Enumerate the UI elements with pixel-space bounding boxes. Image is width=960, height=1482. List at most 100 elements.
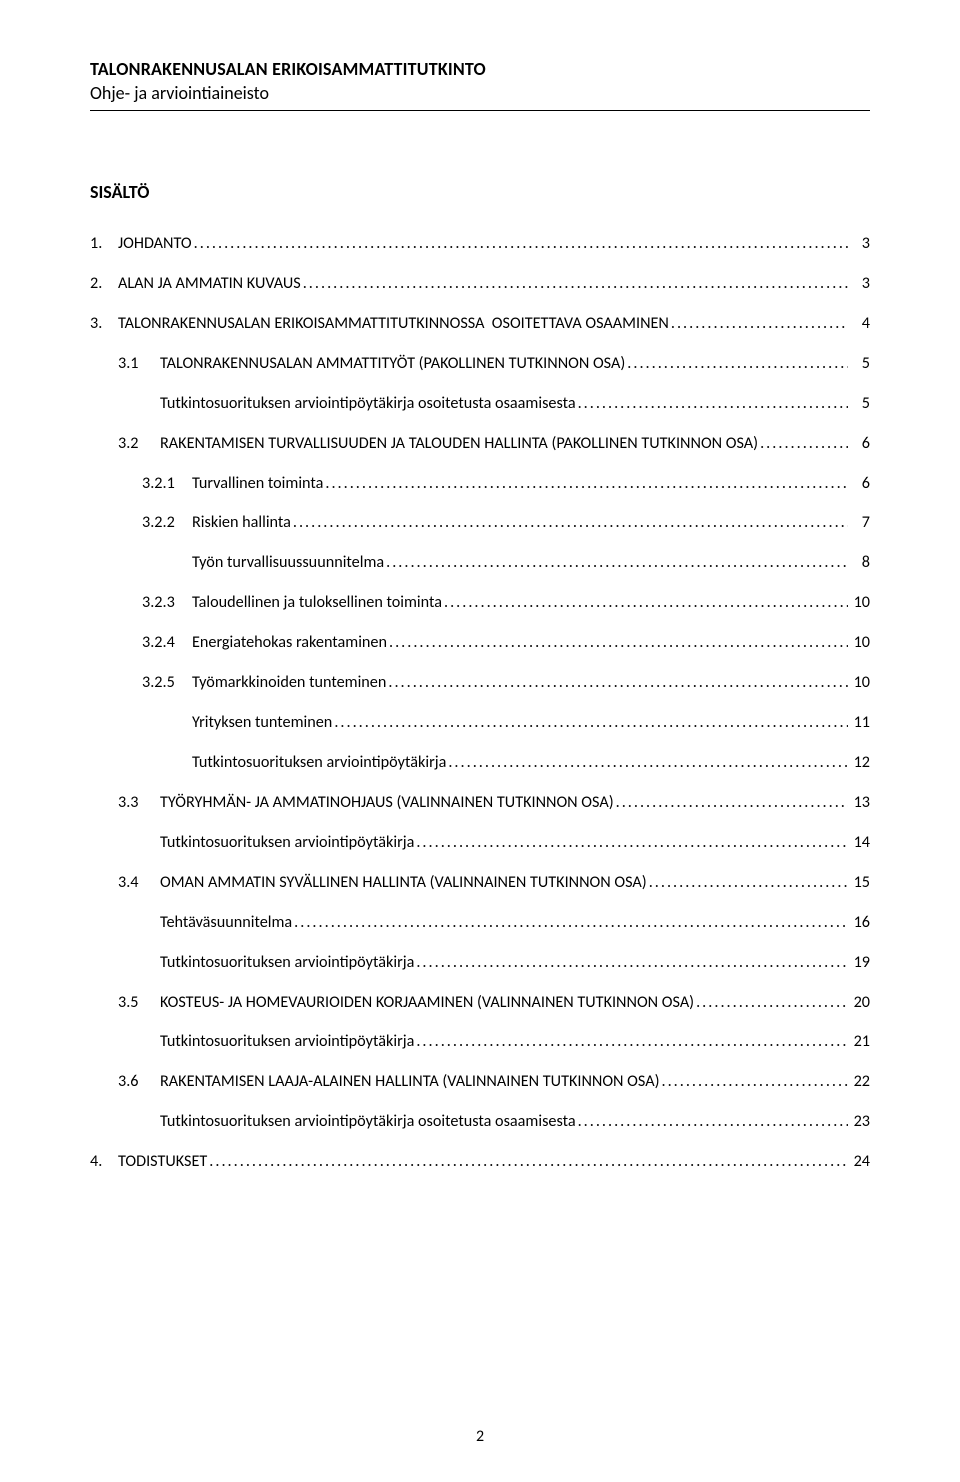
toc-entry-number: 3.2.4 xyxy=(142,630,192,656)
toc-entry-page: 24 xyxy=(850,1149,870,1175)
toc-entry-page: 13 xyxy=(850,790,870,816)
toc-entry: 3.TALONRAKENNUSALAN ERIKOISAMMATTITUTKIN… xyxy=(90,311,870,337)
toc-entry-label: TALONRAKENNUSALAN AMMATTITYÖT (PAKOLLINE… xyxy=(160,351,625,377)
toc-entry: Tutkintosuorituksen arviointipöytäkirja 2… xyxy=(90,1029,870,1055)
toc-entry-number: 3.3 xyxy=(118,790,160,816)
toc-leader xyxy=(416,950,848,976)
toc-entry-label: Tehtäväsuunnitelma xyxy=(160,910,292,936)
toc-entry-page: 10 xyxy=(850,630,870,656)
toc-entry-page: 14 xyxy=(850,830,870,856)
toc-leader xyxy=(303,271,848,297)
toc-entry: Työn turvallisuussuunnitelma8 xyxy=(90,550,870,576)
toc-entry-label: JOHDANTO xyxy=(118,231,192,257)
toc-leader xyxy=(671,311,848,337)
toc-leader xyxy=(448,750,848,776)
page-number: 2 xyxy=(0,1427,960,1446)
toc-entry: Tutkintosuorituksen arviointipöytäkirja 1… xyxy=(90,950,870,976)
toc-entry-number: 3.2.1 xyxy=(142,471,192,497)
toc-leader xyxy=(416,1029,848,1055)
toc-leader xyxy=(444,590,848,616)
toc-leader xyxy=(578,1109,848,1135)
toc-entry-page: 3 xyxy=(850,271,870,297)
toc-leader xyxy=(334,710,848,736)
toc-entry-page: 15 xyxy=(850,870,870,896)
toc-entry-label: Tutkintosuorituksen arviointipöytäkirja xyxy=(192,750,446,776)
toc-entry-page: 20 xyxy=(850,990,870,1016)
toc-entry-label: KOSTEUS- JA HOMEVAURIOIDEN KORJAAMINEN (… xyxy=(160,990,694,1016)
toc-entry: Tutkintosuorituksen arviointipöytäkirja … xyxy=(90,391,870,417)
toc-leader xyxy=(696,990,848,1016)
toc-entry-number: 3.4 xyxy=(118,870,160,896)
page-container: TALONRAKENNUSALAN ERIKOISAMMATTITUTKINTO… xyxy=(0,0,960,1482)
toc-entry-label: Tutkintosuorituksen arviointipöytäkirja xyxy=(160,830,414,856)
toc-entry-label: Tutkintosuorituksen arviointipöytäkirja … xyxy=(160,391,576,417)
toc-leader xyxy=(325,471,848,497)
header-rule xyxy=(90,110,870,111)
toc-entry-label: RAKENTAMISEN LAAJA-ALAINEN HALLINTA (VAL… xyxy=(160,1069,659,1095)
toc-leader xyxy=(578,391,848,417)
toc-leader xyxy=(616,790,848,816)
toc-entry-page: 11 xyxy=(850,710,870,736)
toc-entry-number: 3.2.5 xyxy=(142,670,192,696)
toc-list: 1.JOHDANTO32.ALAN JA AMMATIN KUVAUS33.TA… xyxy=(90,231,870,1175)
toc-entry-label: TODISTUKSET xyxy=(118,1149,207,1175)
toc-entry-page: 6 xyxy=(850,431,870,457)
toc-entry-number: 1. xyxy=(90,231,118,257)
toc-entry-label: OMAN AMMATIN SYVÄLLINEN HALLINTA (VALINN… xyxy=(160,870,647,896)
document-header: TALONRAKENNUSALAN ERIKOISAMMATTITUTKINTO… xyxy=(90,58,870,111)
toc-entry: 4.TODISTUKSET 24 xyxy=(90,1149,870,1175)
toc-entry: 2.ALAN JA AMMATIN KUVAUS3 xyxy=(90,271,870,297)
toc-entry-number: 4. xyxy=(90,1149,118,1175)
toc-entry-label: Turvallinen toiminta xyxy=(192,471,323,497)
toc-entry-label: Energiatehokas rakentaminen xyxy=(192,630,387,656)
toc-entry: 3.6RAKENTAMISEN LAAJA-ALAINEN HALLINTA (… xyxy=(90,1069,870,1095)
toc-entry-label: Tutkintosuorituksen arviointipöytäkirja xyxy=(160,950,414,976)
toc-entry-page: 3 xyxy=(850,231,870,257)
toc-entry-label: Taloudellinen ja tuloksellinen toiminta xyxy=(192,590,442,616)
toc-entry-number: 3.1 xyxy=(118,351,160,377)
toc-entry: Tutkintosuorituksen arviointipöytäkirja 1… xyxy=(90,750,870,776)
toc-entry: 3.2.2Riskien hallinta 7 xyxy=(90,510,870,536)
toc-entry-label: Työmarkkinoiden tunteminen xyxy=(192,670,386,696)
toc-entry-number: 2. xyxy=(90,271,118,297)
toc-entry: Tutkintosuorituksen arviointipöytäkirja … xyxy=(90,1109,870,1135)
toc-entry-page: 22 xyxy=(850,1069,870,1095)
toc-entry-label: Tutkintosuorituksen arviointipöytäkirja xyxy=(160,1029,414,1055)
toc-entry-page: 6 xyxy=(850,471,870,497)
toc-leader xyxy=(294,910,848,936)
toc-leader xyxy=(627,351,848,377)
toc-entry: 3.2.3Taloudellinen ja tuloksellinen toim… xyxy=(90,590,870,616)
toc-leader xyxy=(293,510,848,536)
toc-heading: SISÄLTÖ xyxy=(90,181,870,203)
header-subtitle: Ohje- ja arviointiaineisto xyxy=(90,82,870,104)
toc-leader xyxy=(386,550,848,576)
toc-entry-page: 8 xyxy=(850,550,870,576)
toc-leader xyxy=(760,431,848,457)
toc-entry: 3.2RAKENTAMISEN TURVALLISUUDEN JA TALOUD… xyxy=(90,431,870,457)
toc-leader xyxy=(209,1149,848,1175)
toc-entry-page: 4 xyxy=(850,311,870,337)
toc-entry-number: 3.2.3 xyxy=(142,590,192,616)
toc-entry: 1.JOHDANTO 3 xyxy=(90,231,870,257)
toc-entry-page: 12 xyxy=(850,750,870,776)
toc-leader xyxy=(416,830,848,856)
toc-entry-page: 19 xyxy=(850,950,870,976)
toc-entry-page: 23 xyxy=(850,1109,870,1135)
toc-entry-page: 16 xyxy=(850,910,870,936)
toc-leader xyxy=(649,870,848,896)
toc-entry-page: 10 xyxy=(850,590,870,616)
toc-entry-label: Yrityksen tunteminen xyxy=(192,710,332,736)
toc-entry: Yrityksen tunteminen 11 xyxy=(90,710,870,736)
toc-entry-number: 3. xyxy=(90,311,118,337)
toc-entry-number: 3.2.2 xyxy=(142,510,192,536)
toc-entry-label: Riskien hallinta xyxy=(192,510,291,536)
toc-entry-page: 7 xyxy=(850,510,870,536)
toc-entry: 3.2.5Työmarkkinoiden tunteminen10 xyxy=(90,670,870,696)
toc-entry-page: 21 xyxy=(850,1029,870,1055)
toc-entry-page: 5 xyxy=(850,351,870,377)
toc-entry-number: 3.2 xyxy=(118,431,160,457)
toc-leader xyxy=(388,670,848,696)
toc-entry: 3.4OMAN AMMATIN SYVÄLLINEN HALLINTA (VAL… xyxy=(90,870,870,896)
toc-entry: Tehtäväsuunnitelma 16 xyxy=(90,910,870,936)
toc-entry: Tutkintosuorituksen arviointipöytäkirja 1… xyxy=(90,830,870,856)
